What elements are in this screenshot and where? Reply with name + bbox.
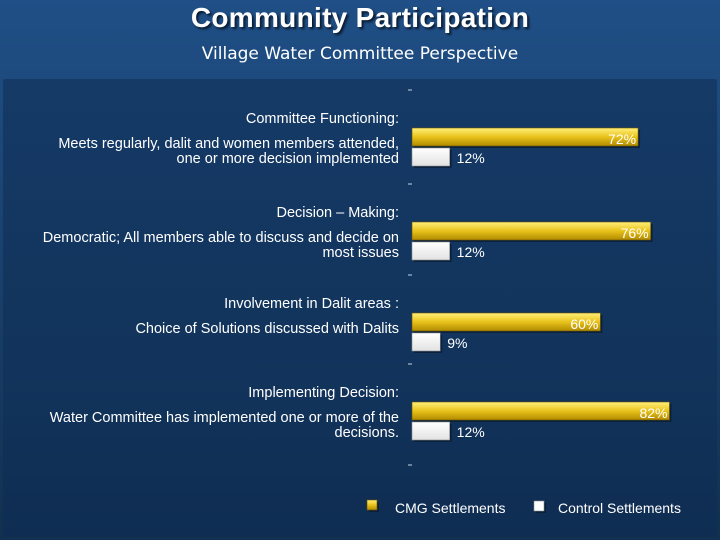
control-value-label: 12% — [457, 150, 485, 166]
cmg-bar — [411, 127, 639, 147]
cmg-bar — [411, 312, 601, 332]
cmg-bar — [411, 221, 651, 241]
category-detail: one or more decision implemented — [177, 151, 399, 167]
category-heading: Implementing Decision: — [248, 385, 399, 401]
legend-swatch-cmg — [366, 499, 378, 511]
category-heading: Decision – Making: — [277, 205, 400, 221]
cmg-value-label: 60% — [570, 316, 598, 332]
legend-swatch-control — [533, 500, 545, 512]
bar-chart: Committee Functioning: Meets regularly, d… — [43, 89, 681, 516]
control-bar — [411, 147, 450, 167]
cmg-value-label: 76% — [621, 225, 649, 241]
category-detail: most issues — [322, 245, 399, 261]
control-bar — [411, 241, 450, 261]
category-detail: Choice of Solutions discussed with Dalit… — [135, 321, 399, 337]
cmg-value-label: 72% — [608, 131, 636, 147]
control-value-label: 9% — [447, 335, 467, 351]
legend-label-control: Control Settlements — [558, 500, 681, 516]
category-detail: Meets regularly, dalit and women members… — [58, 136, 399, 152]
cmg-bar — [411, 401, 670, 421]
control-bar — [411, 421, 450, 441]
slide-subtitle: Village Water Committee Perspective — [201, 44, 519, 64]
chart-panel: Committee Functioning: Meets regularly, d… — [3, 79, 717, 537]
category-heading: Involvement in Dalit areas : — [224, 296, 399, 312]
category-heading: Committee Functioning: — [246, 111, 399, 127]
category-detail: Water Committee has implemented one or m… — [50, 410, 399, 426]
legend-label-cmg: CMG Settlements — [395, 500, 505, 516]
category-detail: decisions. — [335, 425, 399, 441]
control-value-label: 12% — [457, 424, 485, 440]
cmg-value-label: 82% — [639, 405, 667, 421]
category-detail: Democratic; All members able to discuss … — [43, 230, 399, 246]
slide-title: Community Participation — [190, 2, 530, 33]
control-value-label: 12% — [457, 244, 485, 260]
control-bar — [411, 332, 441, 352]
